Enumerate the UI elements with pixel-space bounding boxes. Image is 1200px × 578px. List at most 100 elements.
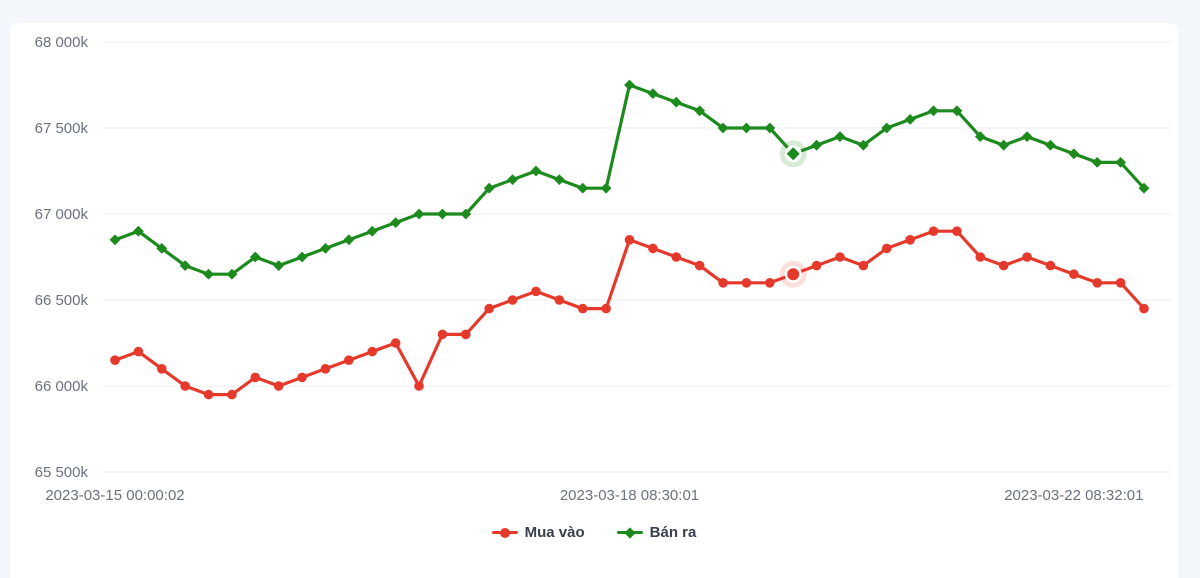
data-point-mua-vao[interactable]: [811, 260, 822, 271]
legend-item-ban-ra[interactable]: Bán ra: [616, 524, 697, 541]
data-point-ban-ra[interactable]: [320, 243, 331, 254]
legend-label: Bán ra: [649, 524, 697, 541]
data-point-mua-vao[interactable]: [484, 303, 494, 314]
line-circle-icon: [491, 526, 518, 540]
data-point-mua-vao[interactable]: [297, 372, 307, 383]
data-point-mua-vao[interactable]: [507, 295, 518, 305]
data-point-ban-ra[interactable]: [951, 105, 963, 117]
data-point-ban-ra[interactable]: [179, 260, 191, 271]
data-point-mua-vao[interactable]: [344, 355, 354, 366]
data-point-mua-vao[interactable]: [835, 252, 845, 262]
data-point-ban-ra[interactable]: [226, 268, 238, 280]
data-point-ban-ra[interactable]: [974, 131, 986, 142]
data-point-ban-ra[interactable]: [203, 268, 214, 280]
data-point-mua-vao[interactable]: [390, 338, 401, 348]
data-point-ban-ra[interactable]: [1091, 157, 1103, 168]
data-point-ban-ra[interactable]: [741, 122, 752, 134]
data-point-ban-ra[interactable]: [624, 79, 635, 91]
data-point-ban-ra[interactable]: [764, 122, 776, 134]
data-point-ban-ra[interactable]: [366, 225, 378, 237]
data-point-ban-ra[interactable]: [881, 122, 893, 134]
data-point-ban-ra[interactable]: [857, 139, 869, 151]
data-point-ban-ra[interactable]: [717, 122, 729, 134]
data-point-ban-ra[interactable]: [834, 131, 846, 142]
data-point-mua-vao[interactable]: [787, 268, 800, 281]
data-point-ban-ra[interactable]: [1138, 182, 1150, 194]
data-point-mua-vao[interactable]: [1069, 269, 1079, 280]
data-point-ban-ra[interactable]: [928, 105, 939, 117]
data-point-mua-vao[interactable]: [1092, 278, 1103, 288]
data-point-ban-ra[interactable]: [1045, 139, 1056, 151]
data-point-ban-ra[interactable]: [273, 260, 285, 271]
data-point-mua-vao[interactable]: [531, 286, 541, 297]
y-axis-label: 68 000k: [35, 34, 89, 51]
data-point-ban-ra[interactable]: [109, 234, 121, 246]
data-point-ban-ra[interactable]: [132, 225, 144, 237]
x-axis-label: 2023-03-18 08:30:01: [560, 487, 699, 504]
legend-item-mua-vao[interactable]: Mua vào: [491, 524, 585, 541]
data-point-mua-vao[interactable]: [881, 243, 892, 254]
data-point-ban-ra[interactable]: [904, 114, 916, 125]
data-point-ban-ra[interactable]: [413, 208, 425, 220]
data-point-mua-vao[interactable]: [250, 372, 261, 383]
data-point-mua-vao[interactable]: [671, 252, 682, 262]
data-point-ban-ra[interactable]: [553, 174, 565, 185]
data-point-ban-ra[interactable]: [998, 139, 1010, 151]
chart-legend: Mua vào Bán ra: [10, 524, 1178, 541]
data-point-ban-ra[interactable]: [1021, 131, 1033, 142]
data-point-ban-ra[interactable]: [647, 88, 659, 99]
data-point-ban-ra[interactable]: [390, 217, 402, 228]
data-point-ban-ra[interactable]: [1068, 148, 1080, 160]
data-point-mua-vao[interactable]: [577, 303, 588, 314]
data-point-ban-ra[interactable]: [507, 174, 518, 185]
data-point-mua-vao[interactable]: [765, 278, 775, 288]
y-axis-label: 67 000k: [35, 206, 89, 223]
data-point-mua-vao[interactable]: [952, 226, 962, 236]
data-point-ban-ra[interactable]: [600, 182, 612, 194]
data-point-ban-ra[interactable]: [460, 208, 472, 220]
data-point-mua-vao[interactable]: [741, 278, 752, 288]
data-point-mua-vao[interactable]: [858, 260, 869, 271]
data-point-ban-ra[interactable]: [437, 208, 448, 220]
data-point-mua-vao[interactable]: [156, 364, 167, 374]
data-point-mua-vao[interactable]: [1139, 303, 1149, 314]
data-point-mua-vao[interactable]: [554, 295, 565, 305]
data-point-ban-ra[interactable]: [343, 234, 355, 246]
data-point-mua-vao[interactable]: [975, 252, 986, 262]
data-point-mua-vao[interactable]: [694, 260, 705, 271]
data-point-mua-vao[interactable]: [110, 355, 120, 366]
data-point-mua-vao[interactable]: [227, 389, 237, 400]
data-point-ban-ra[interactable]: [786, 147, 800, 161]
data-point-mua-vao[interactable]: [273, 381, 284, 391]
data-point-mua-vao[interactable]: [1022, 252, 1032, 262]
data-point-mua-vao[interactable]: [180, 381, 190, 391]
data-point-mua-vao[interactable]: [367, 346, 378, 357]
data-point-ban-ra[interactable]: [530, 165, 542, 177]
data-point-ban-ra[interactable]: [249, 251, 261, 263]
data-point-mua-vao[interactable]: [1115, 278, 1126, 288]
data-point-mua-vao[interactable]: [624, 235, 635, 245]
data-point-mua-vao[interactable]: [133, 346, 144, 357]
data-point-mua-vao[interactable]: [601, 303, 611, 314]
data-point-mua-vao[interactable]: [203, 389, 214, 400]
data-point-mua-vao[interactable]: [905, 235, 915, 245]
data-point-ban-ra[interactable]: [670, 96, 682, 108]
data-point-mua-vao[interactable]: [1045, 260, 1056, 271]
data-point-mua-vao[interactable]: [718, 278, 728, 288]
data-point-mua-vao[interactable]: [928, 226, 939, 236]
data-point-ban-ra[interactable]: [296, 251, 308, 263]
data-point-mua-vao[interactable]: [998, 260, 1009, 271]
data-point-mua-vao[interactable]: [460, 329, 471, 340]
data-point-ban-ra[interactable]: [694, 105, 706, 117]
data-point-mua-vao[interactable]: [648, 243, 658, 254]
data-point-ban-ra[interactable]: [811, 139, 822, 151]
data-point-mua-vao[interactable]: [414, 381, 424, 391]
data-point-ban-ra[interactable]: [577, 182, 589, 194]
data-point-ban-ra[interactable]: [1115, 157, 1127, 168]
data-point-mua-vao[interactable]: [437, 329, 448, 340]
data-point-ban-ra[interactable]: [156, 243, 168, 254]
y-axis-label: 65 500k: [35, 464, 89, 481]
data-point-mua-vao[interactable]: [320, 364, 331, 374]
data-point-ban-ra[interactable]: [483, 182, 495, 194]
